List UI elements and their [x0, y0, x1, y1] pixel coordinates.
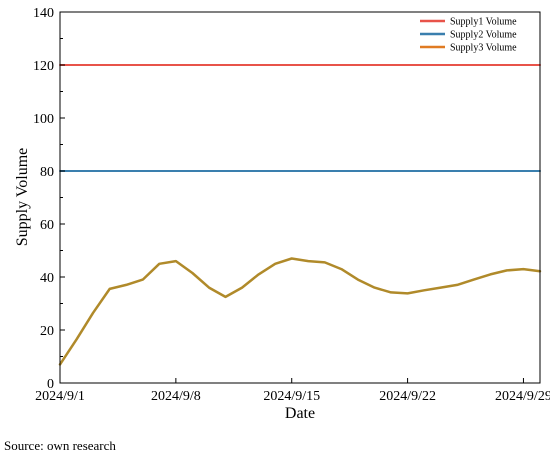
- y-tick-label: 140: [33, 6, 54, 21]
- y-tick-label: 120: [33, 59, 54, 74]
- x-tick-label: 2024/9/29: [495, 389, 550, 404]
- y-tick-label: 40: [40, 271, 54, 286]
- legend: Supply1 Volume Supply2 Volume Supply3 Volu…: [420, 17, 517, 54]
- y-tick-label: 20: [40, 324, 54, 339]
- y-tick-label: 0: [47, 377, 54, 392]
- legend-label: Supply1 Volume: [450, 17, 517, 28]
- x-axis-title: Date: [285, 405, 315, 422]
- x-tick-label: 2024/9/8: [151, 389, 201, 404]
- x-tick-label: 2024/9/22: [379, 389, 436, 404]
- x-tick-label: 2024/9/1: [35, 389, 85, 404]
- plot-frame: [59, 11, 541, 384]
- series-line-3: [58, 257, 542, 366]
- y-tick-label: 100: [33, 112, 54, 127]
- source-note: Source: own research: [4, 438, 116, 453]
- legend-label: Supply3 Volume: [450, 43, 517, 54]
- x-tick-label: 2024/9/15: [263, 389, 320, 404]
- x-axis: 2024/9/1 2024/9/8 2024/9/15 2024/9/22 2024/9…: [35, 378, 550, 404]
- legend-label: Supply2 Volume: [450, 30, 517, 41]
- y-tick-label: 80: [40, 165, 54, 180]
- y-tick-label: 60: [40, 218, 54, 233]
- plot-lines: [58, 64, 542, 366]
- y-axis-title: Supply Volume: [14, 148, 31, 247]
- y-axis: 0 20 40 60 80 100 120 140: [33, 6, 65, 392]
